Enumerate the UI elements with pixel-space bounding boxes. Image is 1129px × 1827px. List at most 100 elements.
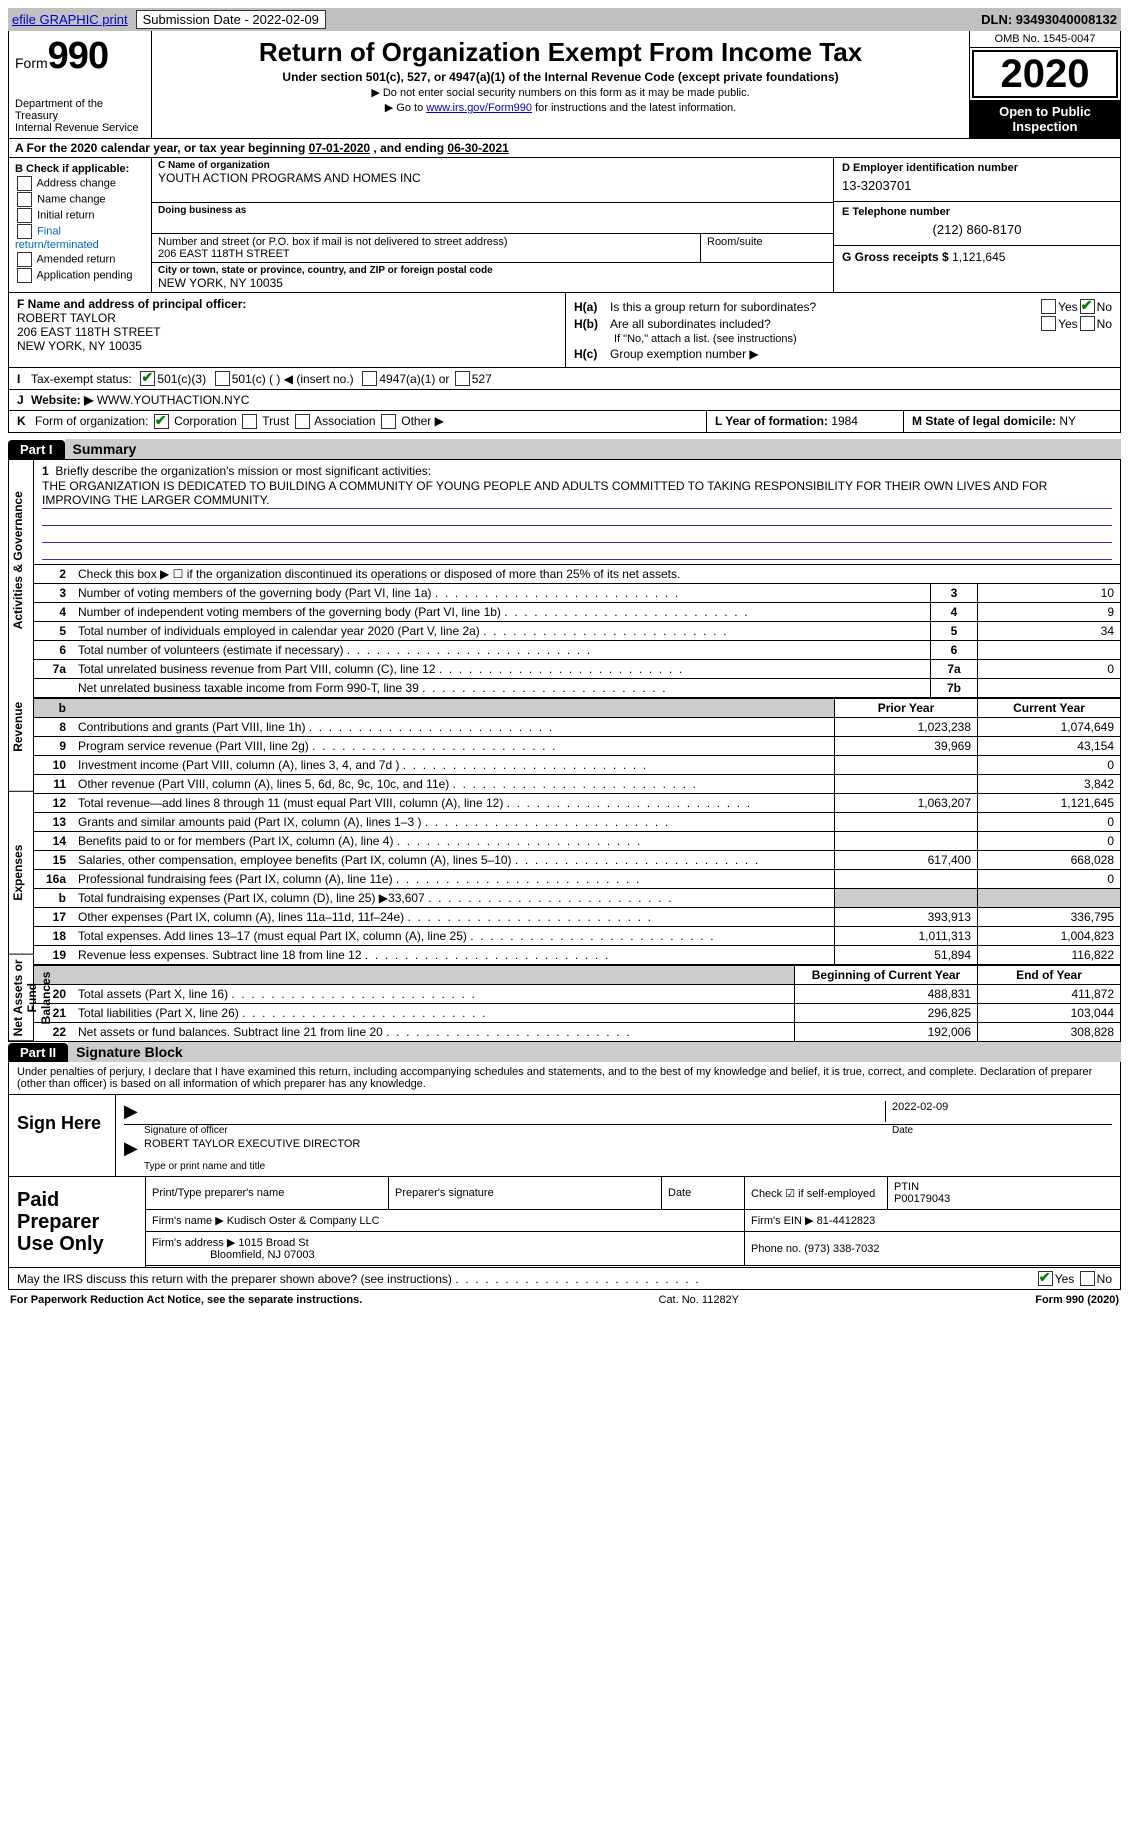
mission-blank3 [42,543,1112,560]
sig-officer-lbl: Signature of officer [144,1125,892,1136]
paid-row1: Print/Type preparer's name Preparer's si… [146,1177,1120,1210]
ein-lbl: D Employer identification number [842,162,1112,174]
box-b-label: B Check if applicable: [15,163,145,175]
j-lead: J [17,393,31,407]
irs-link[interactable]: www.irs.gov/Form990 [426,102,532,114]
hb-no[interactable] [1080,316,1095,331]
chk-corp[interactable] [154,414,169,429]
paid-preparer-row: Paid Preparer Use Only Print/Type prepar… [9,1176,1120,1267]
chk-501c3[interactable] [140,371,155,386]
perjury-text: Under penalties of perjury, I declare th… [9,1062,1120,1094]
dba-lbl: Doing business as [158,205,827,216]
addr-cell: Number and street (or P.O. box if mail i… [152,234,701,263]
officer-name-lbl-row: Type or print name and title [124,1161,1112,1172]
ha-yes[interactable] [1041,299,1056,314]
table-row: 11Other revenue (Part VIII, column (A), … [34,775,1120,794]
part1-header: Part I Summary [8,439,1121,459]
side-net: Net Assets or Fund Balances [9,955,34,1041]
chk-initial[interactable]: Initial return [15,208,145,223]
side-rev: Revenue [9,662,34,792]
chk-amended[interactable]: Amended return [15,252,145,267]
chk-final[interactable]: Final return/terminated [15,224,145,251]
sig-officer[interactable] [144,1101,885,1122]
ptin-val: P00179043 [894,1193,950,1205]
page-footer: For Paperwork Reduction Act Notice, see … [8,1290,1121,1310]
sig-right: ▶ 2022-02-09 Signature of officer Date ▶… [116,1095,1120,1176]
hb-yes[interactable] [1041,316,1056,331]
top-bar: efile GRAPHIC print Submission Date - 20… [8,8,1121,31]
chk-527[interactable] [455,371,470,386]
city-lbl: City or town, state or province, country… [158,265,827,276]
officer-name-lbl: Type or print name and title [144,1161,265,1172]
chk-pending[interactable]: Application pending [15,268,145,283]
summary-body: 1 Briefly describe the organization's mi… [34,460,1120,1041]
m-lbl: M State of legal domicile: [912,414,1056,428]
form-title: Return of Organization Exempt From Incom… [160,37,961,68]
officer-addr1: 206 EAST 118TH STREET [17,325,161,339]
firm-name-cell: Firm's name ▶ Kudisch Oster & Company LL… [146,1210,745,1232]
summary: Activities & Governance Revenue Expenses… [8,459,1121,1042]
j-lbl: Website: ▶ [31,393,93,407]
firm-ein-lbl: Firm's EIN ▶ [751,1215,814,1227]
city-val: NEW YORK, NY 10035 [158,276,827,290]
ein-val: 13-3203701 [842,178,1112,193]
firm-ein-cell: Firm's EIN ▶ 81-4412823 [745,1210,1121,1232]
room-lbl: Room/suite [707,236,827,248]
header-mid: Return of Organization Exempt From Incom… [152,31,969,138]
hb-pre: H(b) [574,317,610,331]
arrow-icon: ▶ [124,1138,144,1159]
efile-link[interactable]: efile GRAPHIC print [12,12,128,27]
firm-addr-lbl: Firm's address ▶ [152,1237,235,1249]
discuss-no[interactable] [1080,1271,1095,1286]
h-c: H(c) Group exemption number ▶ [574,347,1112,361]
table-row: Net unrelated business taxable income fr… [34,679,1120,698]
chk-501c[interactable] [215,371,230,386]
ha-no[interactable] [1080,299,1095,314]
box-e: E Telephone number (212) 860-8170 [834,201,1120,241]
officer-printed: ROBERT TAYLOR EXECUTIVE DIRECTOR [144,1138,1112,1159]
sig-date-lbl: Date [892,1125,1112,1136]
hdr-current-year: Current Year [978,698,1121,717]
box-f: F Name and address of principal officer:… [9,293,566,367]
chk-assoc[interactable] [295,414,310,429]
box-h: H(a) Is this a group return for subordin… [566,293,1120,367]
signature-block: Under penalties of perjury, I declare th… [8,1062,1121,1290]
part1-tab: Part I [8,440,65,459]
prep-name-lbl: Print/Type preparer's name [146,1177,389,1210]
k-lead: K [17,414,26,428]
mission-blank1 [42,509,1112,526]
chk-4947[interactable] [362,371,377,386]
footer-mid: Cat. No. 11282Y [362,1294,1035,1306]
chk-trust[interactable] [242,414,257,429]
phone-lbl2: Phone no. [751,1243,801,1255]
tax-period: A For the 2020 calendar year, or tax yea… [8,139,1121,158]
prep-check[interactable]: Check ☑ if self-employed [745,1177,888,1210]
table-row: 14Benefits paid to or for members (Part … [34,832,1120,851]
form-number: Form990 [15,35,145,78]
chk-other[interactable] [381,414,396,429]
room-cell: Room/suite [701,234,833,263]
dln: DLN: 93493040008132 [981,12,1117,27]
prep-sig-lbl: Preparer's signature [389,1177,662,1210]
table-row: 16aProfessional fundraising fees (Part I… [34,870,1120,889]
goto-b: for instructions and the latest informat… [532,102,736,114]
table-row: 6Total number of volunteers (estimate if… [34,641,1120,660]
i-lead: I [17,372,31,386]
chk-address[interactable]: Address change [15,176,145,191]
box-g: G Gross receipts $ 1,121,645 [834,245,1120,268]
period-begin: 07-01-2020 [309,141,370,155]
l-val: 1984 [831,414,858,428]
omb-number: OMB No. 1545-0047 [970,31,1120,48]
ha-pre: H(a) [574,300,610,314]
paid-row2: Firm's name ▶ Kudisch Oster & Company LL… [146,1210,1120,1232]
gross-val: 1,121,645 [952,250,1005,264]
table-row: 18Total expenses. Add lines 13–17 (must … [34,927,1120,946]
table-row: 13Grants and similar amounts paid (Part … [34,813,1120,832]
sign-here: Sign Here [9,1095,116,1176]
mission-blank2 [42,526,1112,543]
chk-name[interactable]: Name change [15,192,145,207]
period-a: A For the 2020 calendar year, or tax yea… [15,141,309,155]
discuss-yes[interactable] [1038,1271,1053,1286]
m-val: NY [1059,414,1076,428]
sig-labels: Signature of officer Date [124,1125,1112,1136]
